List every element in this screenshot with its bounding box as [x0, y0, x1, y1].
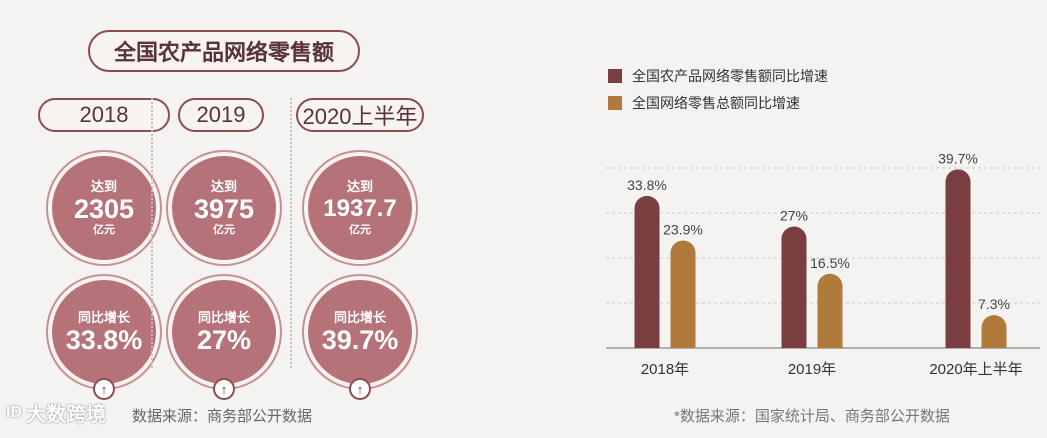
- panel-title: 全国农产品网络零售额: [88, 30, 360, 72]
- x-tick-label: 2020年上半年: [929, 361, 1022, 378]
- data-label: 7.3%: [978, 296, 1010, 312]
- growth-value: 27%: [196, 324, 252, 355]
- data-label: 23.9%: [663, 221, 703, 237]
- total-caption: 达到: [90, 179, 117, 194]
- data-label: 39.7%: [938, 150, 978, 166]
- legend-item-series-2: 全国网络零售总额同比增速: [608, 93, 800, 113]
- legend-label: 全国网络零售总额同比增速: [632, 95, 800, 111]
- watermark-logo: ID: [6, 403, 22, 421]
- arrow-up-icon: ↑: [349, 378, 371, 400]
- total-unit: 亿元: [213, 224, 235, 236]
- total-value: 1937.7: [323, 195, 397, 222]
- total-value: 2305: [73, 194, 135, 224]
- bar: [945, 169, 971, 348]
- total-unit: 亿元: [349, 224, 371, 236]
- legend-swatch: [608, 69, 622, 83]
- total-value: 3975: [193, 194, 255, 224]
- column-divider: [290, 98, 292, 368]
- bar: [817, 273, 843, 348]
- year-label: 2018: [38, 98, 170, 132]
- watermark: ID 大数跨境: [6, 398, 106, 427]
- growth-value: 39.7%: [321, 324, 399, 355]
- year-label: 2020上半年: [296, 98, 424, 132]
- data-label: 16.5%: [810, 255, 850, 271]
- total-circle: 达到 2305 亿元: [46, 150, 162, 266]
- legend-swatch: [608, 96, 622, 110]
- total-caption: 达到: [210, 179, 237, 194]
- x-tick-label: 2019年: [788, 361, 836, 378]
- growth-value: 33.8%: [65, 324, 143, 355]
- total-circle: 达到 1937.7 亿元: [302, 150, 418, 266]
- growth-circle: 同比增长 27% ↑: [166, 274, 282, 400]
- x-tick-label: 2018年: [641, 361, 689, 378]
- bar: [634, 195, 660, 348]
- data-label: 27%: [780, 208, 808, 224]
- growth-caption: 同比增长: [333, 309, 386, 325]
- arrow-up-icon: ↑: [93, 378, 115, 400]
- total-unit: 亿元: [93, 224, 115, 236]
- watermark-text: 大数跨境: [26, 404, 106, 426]
- arrow-up-icon: ↑: [213, 378, 235, 400]
- bar: [670, 240, 696, 348]
- year-label: 2019: [178, 98, 264, 132]
- legend-label: 全国农产品网络零售额同比增速: [632, 68, 828, 84]
- bar: [781, 226, 807, 348]
- data-label: 33.8%: [627, 177, 667, 193]
- stat-column-2019: 2019 达到 3975 亿元 同比增长 27% ↑: [166, 98, 310, 400]
- stat-column-2018: 2018 达到 2305 亿元 同比增长 33.8% ↑: [38, 98, 170, 400]
- column-divider: [151, 98, 153, 368]
- growth-circle: 同比增长 39.7% ↑: [302, 274, 418, 400]
- growth-circle: 同比增长 33.8% ↑: [46, 274, 162, 400]
- chart-source-note: *数据来源：国家统计局、商务部公开数据: [674, 408, 950, 425]
- bar: [981, 315, 1007, 348]
- growth-caption: 同比增长: [77, 309, 130, 325]
- stat-column-2020h1: 2020上半年 达到 1937.7 亿元 同比增长 39.7% ↑: [296, 98, 424, 400]
- total-caption: 达到: [346, 179, 373, 194]
- left-source-note: 数据来源：商务部公开数据: [132, 408, 313, 425]
- legend-item-series-1: 全国农产品网络零售额同比增速: [608, 66, 828, 86]
- total-circle: 达到 3975 亿元: [166, 150, 282, 266]
- growth-caption: 同比增长: [197, 309, 250, 325]
